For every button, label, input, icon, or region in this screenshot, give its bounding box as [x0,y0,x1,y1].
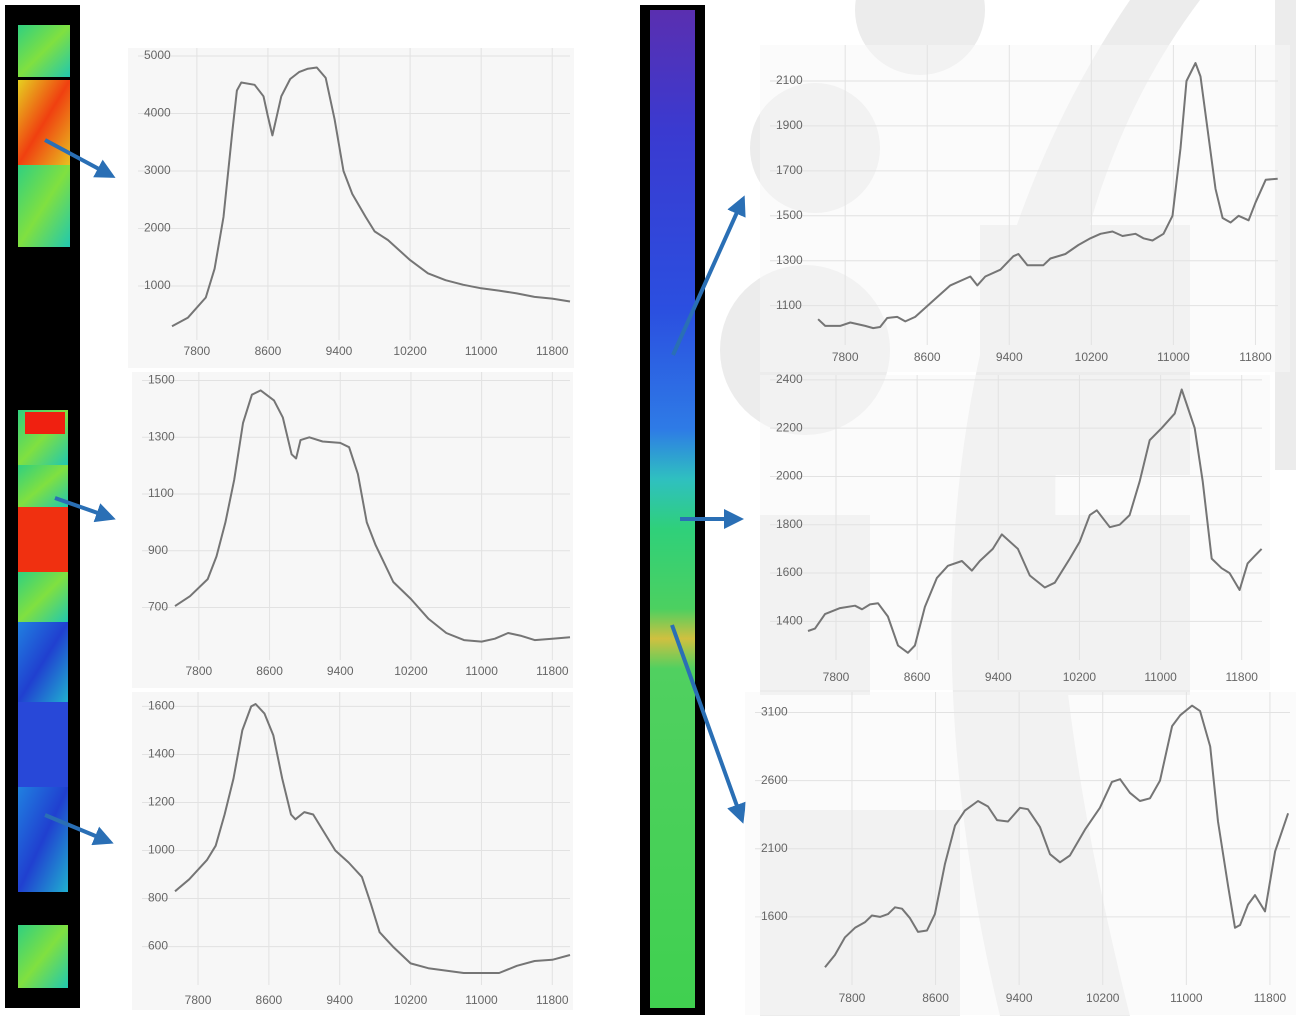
y-tick-label: 3000 [144,163,171,177]
y-tick-label: 2100 [761,841,788,855]
y-tick-label: 1500 [148,373,175,387]
charts: 7800 8600 9400 10200 11000 11800 1000 2000 3000 4… [128,45,1296,1015]
x-tick-label: 11800 [1254,991,1287,1005]
y-tick-label: 800 [148,891,168,905]
y-tick-label: 600 [148,939,168,953]
y-tick-label: 1700 [776,163,803,177]
y-tick-label: 2400 [776,372,803,386]
x-tick-label: 11000 [465,993,498,1007]
y-tick-label: 5000 [144,48,171,62]
y-tick-label: 2000 [776,469,803,483]
x-tick-label: 11000 [465,344,498,358]
x-tick-label: 10200 [1075,350,1109,364]
chart-panel [745,692,1296,1015]
x-tick-label: 9400 [996,350,1023,364]
x-tick-label: 8600 [922,991,949,1005]
x-tick-label: 7800 [185,993,212,1007]
x-tick-label: 9400 [1006,991,1033,1005]
y-tick-label: 1500 [776,208,803,222]
y-tick-label: 1600 [761,909,788,923]
x-tick-label: 11000 [1170,991,1203,1005]
x-tick-label: 10200 [1086,991,1120,1005]
y-tick-label: 2200 [776,420,803,434]
y-tick-label: 1200 [148,795,175,809]
x-tick-label: 8600 [256,664,283,678]
x-tick-label: 10200 [1063,670,1097,684]
y-tick-label: 1300 [776,253,803,267]
y-tick-label: 1400 [776,614,803,628]
chart: 7800 8600 9400 10200 11000 11800 1000 2000 3000 4… [128,48,574,368]
y-tick-label: 1000 [144,278,171,292]
x-tick-label: 7800 [186,664,213,678]
y-tick-label: 1400 [148,747,175,761]
x-tick-label: 8600 [256,993,283,1007]
y-tick-label: 2600 [761,773,788,787]
x-tick-label: 10200 [393,344,427,358]
x-tick-label: 8600 [914,350,941,364]
x-tick-label: 9400 [985,670,1012,684]
core-image-left [5,5,80,1008]
y-tick-label: 1000 [148,843,175,857]
x-tick-label: 9400 [326,344,353,358]
chart: 7800 8600 9400 10200 11000 11800 1100 1300 1500 1… [760,45,1290,372]
core-image-right [640,5,705,1015]
x-tick-label: 11000 [1144,670,1177,684]
x-tick-label: 7800 [839,991,866,1005]
y-tick-label: 2100 [776,73,803,87]
y-tick-label: 4000 [144,106,171,120]
x-tick-label: 11000 [1157,350,1190,364]
x-tick-label: 11000 [465,664,498,678]
chart: 7800 8600 9400 10200 11000 11800 1400 1600 1800 2… [760,372,1270,690]
x-tick-label: 11800 [1239,350,1272,364]
chart-panel [760,45,1290,372]
y-tick-label: 1300 [148,429,175,443]
y-tick-label: 1600 [776,565,803,579]
chart-panel [132,372,573,688]
y-tick-label: 1100 [776,298,802,312]
x-tick-label: 7800 [832,350,859,364]
x-tick-label: 8600 [904,670,931,684]
y-tick-label: 700 [148,600,168,614]
y-tick-label: 3100 [761,705,788,719]
y-tick-label: 1900 [776,118,803,132]
chart: 7800 8600 9400 10200 11000 11800 600 800 1000 120… [132,692,573,1010]
chart: 7800 8600 9400 10200 11000 11800 700 900 1100 130… [132,372,573,688]
x-tick-label: 8600 [255,344,282,358]
x-tick-label: 11800 [536,993,569,1007]
y-tick-label: 1100 [148,486,174,500]
x-tick-label: 7800 [184,344,211,358]
x-tick-label: 11800 [536,664,569,678]
chart: 7800 8600 9400 10200 11000 11800 1600 2100 2600 3… [745,692,1296,1015]
x-tick-label: 10200 [394,664,428,678]
y-tick-label: 2000 [144,221,171,235]
x-tick-label: 10200 [394,993,428,1007]
figure: 7800 8600 9400 10200 11000 11800 1000 2000 3000 4… [0,0,1296,1016]
x-tick-label: 11800 [536,344,569,358]
y-tick-label: 900 [148,543,168,557]
y-tick-label: 1600 [148,699,175,713]
chart-panel [128,48,574,368]
x-tick-label: 11800 [1225,670,1258,684]
x-tick-label: 7800 [823,670,850,684]
x-tick-label: 9400 [327,664,354,678]
x-tick-label: 9400 [326,993,353,1007]
y-tick-label: 1800 [776,517,803,531]
